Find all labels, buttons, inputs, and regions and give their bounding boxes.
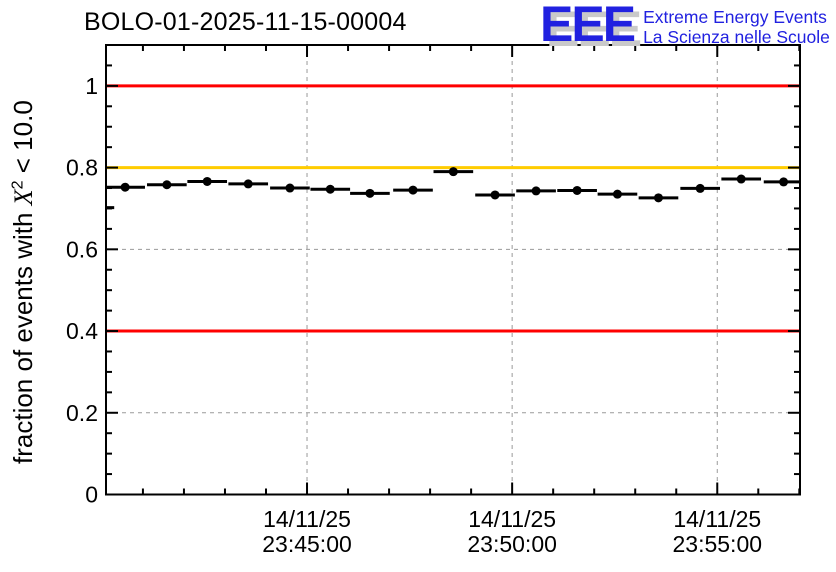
data-point	[638, 193, 679, 203]
data-marker	[695, 183, 705, 193]
data-point	[433, 167, 474, 177]
data-marker	[653, 193, 663, 203]
data-marker	[736, 174, 746, 184]
x-tick-label-time: 23:55:00	[673, 531, 763, 557]
data-point	[475, 190, 515, 200]
data-point	[147, 180, 187, 190]
plot-frame	[105, 44, 801, 496]
data-marker	[325, 184, 335, 194]
tick-labels: 00.20.40.60.8114/11/2523:45:0014/11/2523…	[66, 73, 762, 557]
data-marker	[408, 185, 418, 195]
data-point	[393, 185, 433, 195]
data-marker	[243, 179, 253, 189]
eee-logo: EEE Extreme Energy Events La Scienza nel…	[540, 0, 830, 52]
x-tick-label-date: 14/11/25	[263, 506, 351, 532]
y-tick-label: 0.6	[66, 236, 98, 262]
data-marker	[448, 167, 458, 177]
data-marker	[531, 186, 541, 196]
data-marker	[365, 188, 375, 198]
x-tick-label-date: 14/11/25	[673, 506, 761, 532]
data-point	[557, 185, 597, 195]
data-marker	[572, 185, 582, 195]
data-point	[228, 179, 269, 189]
eee-logo-acronym: EEE	[540, 0, 636, 52]
data-marker	[612, 189, 622, 199]
tick-layer	[106, 45, 801, 495]
grid-layer	[106, 45, 800, 495]
data-marker	[779, 177, 789, 187]
data-point	[721, 174, 762, 184]
x-tick-label-date: 14/11/25	[468, 506, 556, 532]
y-tick-label: 1	[85, 73, 98, 99]
data-marker	[285, 183, 295, 193]
data-point	[763, 177, 800, 187]
y-tick-label: 0.2	[66, 400, 98, 426]
y-tick-label: 0.8	[66, 155, 98, 181]
data-point	[350, 188, 390, 198]
x-tick-label-time: 23:45:00	[262, 531, 352, 557]
eee-logo-text: Extreme Energy Events La Scienza nelle S…	[643, 2, 830, 47]
x-tick-label-time: 23:50:00	[467, 531, 557, 557]
y-axis-title: fraction of events with X2 < 10.0	[8, 100, 38, 464]
y-tick-label: 0.4	[66, 318, 98, 344]
data-point	[597, 189, 638, 199]
data-point	[187, 176, 228, 186]
data-marker	[490, 190, 500, 200]
y-tick-label: 0	[85, 482, 98, 508]
data-point	[310, 184, 351, 194]
eee-logo-line2: La Scienza nelle Scuole	[643, 27, 830, 47]
eee-logo-line1: Extreme Energy Events	[643, 7, 827, 27]
data-point	[106, 182, 145, 192]
data-series	[106, 167, 800, 210]
data-point	[270, 183, 310, 193]
data-marker	[162, 180, 172, 190]
data-marker	[202, 176, 212, 186]
reference-lines	[106, 84, 800, 333]
data-point	[516, 186, 556, 196]
plot-title: BOLO-01-2025-11-15-00004	[84, 8, 407, 36]
data-point	[680, 183, 721, 193]
data-marker	[120, 182, 130, 192]
